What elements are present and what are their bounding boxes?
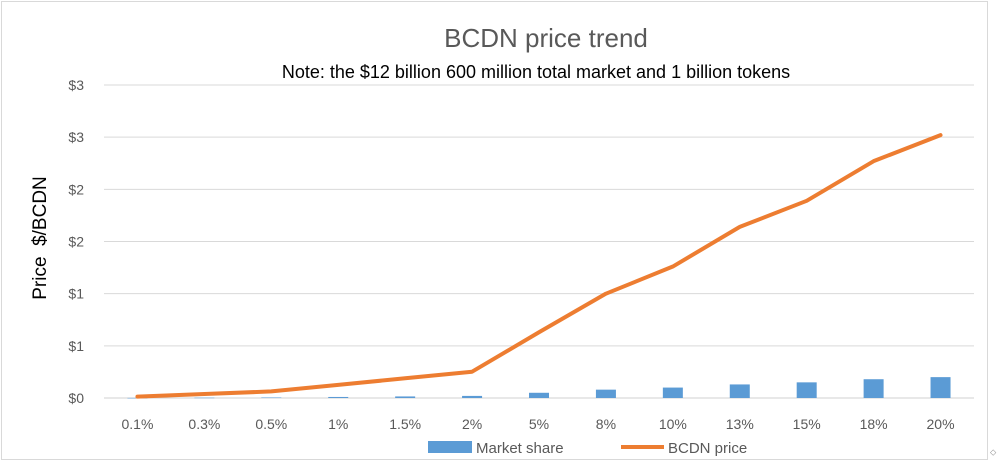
x-tick-label: 1.5% [389, 416, 421, 432]
bar-market-share [462, 395, 483, 398]
y-tick-label: $2 [68, 234, 84, 250]
x-tick-label: 2% [462, 416, 482, 432]
legend-swatch-market-share [428, 441, 472, 453]
x-tick-label: 5% [529, 416, 549, 432]
y-tick-label: $3 [68, 77, 84, 93]
line-layer [135, 133, 943, 399]
bar-market-share [529, 392, 549, 398]
y-axis-label: Price $/BCDN [30, 176, 51, 300]
y-tick-labels: $0 $1 $1 $2 $2 $3 $3 [68, 77, 84, 406]
bar-market-share [194, 397, 215, 399]
x-tick-labels: 0.1% 0.3% 0.5% 1% 1.5% 2% 5% 8% 10% 13% 15% 18% 20% [122, 416, 955, 432]
bar-market-share [595, 389, 616, 398]
line-bcdn-price [135, 133, 943, 399]
chart-title: BCDN price trend [444, 23, 648, 53]
y-tick-label: $3 [68, 129, 84, 145]
bar-market-share [729, 384, 750, 398]
legend: Market share BCDN price [428, 440, 747, 457]
x-tick-label: 15% [793, 416, 821, 432]
x-tick-label: 0.3% [188, 416, 220, 432]
x-tick-label: 8% [596, 416, 616, 432]
chart-subtitle: Note: the $12 billion 600 million total … [282, 62, 790, 82]
bar-market-share [261, 397, 282, 398]
chart-svg: $0 $1 $1 $2 $2 $3 $3 0.1% 0.3% 0.5% 1% 1.5% 2% 5% 8% 1… [30, 23, 974, 457]
bar-market-share [863, 379, 884, 398]
bar-market-share [930, 377, 951, 398]
x-tick-label: 10% [659, 416, 687, 432]
y-tick-label: $1 [68, 286, 84, 302]
x-tick-label: 1% [328, 416, 348, 432]
x-tick-label: 20% [927, 416, 955, 432]
y-tick-label: $1 [68, 338, 84, 354]
chart-frame: $0 $1 $1 $2 $2 $3 $3 0.1% 0.3% 0.5% 1% 1.5% 2% 5% 8% 1… [1, 1, 988, 460]
x-tick-label: 18% [860, 416, 888, 432]
y-tick-label: $2 [68, 181, 84, 197]
corner-resize-mark: ⬦ [990, 448, 997, 458]
bar-market-share [662, 387, 683, 398]
legend-label-market-share: Market share [476, 440, 564, 457]
x-tick-label: 0.1% [122, 416, 154, 432]
y-tick-label: $0 [68, 390, 84, 406]
bar-market-share [796, 382, 817, 398]
legend-label-bcdn-price: BCDN price [668, 440, 747, 457]
gridlines [104, 84, 974, 399]
bars-layer [127, 377, 951, 399]
bar-market-share [395, 396, 416, 398]
x-tick-label: 0.5% [255, 416, 287, 432]
x-tick-label: 13% [726, 416, 754, 432]
bar-market-share [328, 396, 349, 398]
